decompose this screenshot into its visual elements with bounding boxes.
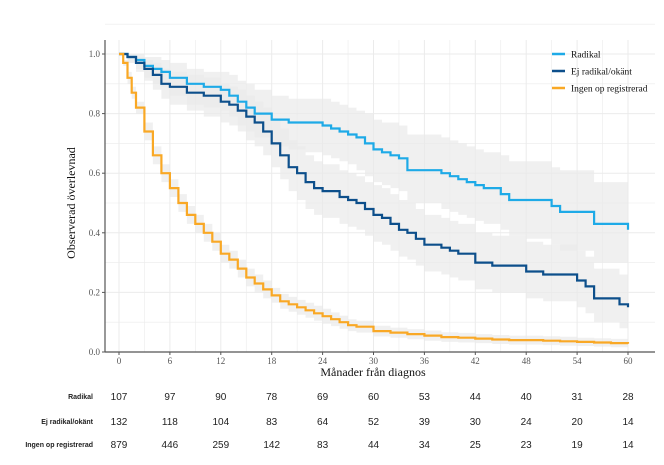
- survival-curves: [119, 52, 630, 345]
- legend-label-1: Ej radikal/okänt: [571, 68, 632, 78]
- risk-table-row-label: Radikal: [68, 394, 93, 401]
- ci-band-1: [119, 54, 628, 332]
- survival-line-0: [119, 52, 630, 230]
- risk-table-cell: 142: [263, 440, 280, 451]
- risk-table-cell: 69: [317, 392, 329, 403]
- risk-table-cell: 259: [212, 440, 229, 451]
- x-tick-label: 6: [168, 356, 173, 366]
- risk-table-cell: 20: [572, 417, 584, 428]
- y-tick-label: 0.4: [89, 228, 101, 238]
- legend-label-0: Radikal: [571, 51, 601, 61]
- risk-table: Radikal 107 97 90 78 69 60 53 44 40 31 28 Ej radikal…: [25, 392, 634, 451]
- risk-table-cell: 83: [266, 417, 278, 428]
- risk-table-cell: 78: [266, 392, 278, 403]
- x-tick-label: 0: [117, 356, 122, 366]
- risk-table-cell: 14: [622, 440, 634, 451]
- risk-table-cell: 118: [162, 417, 178, 428]
- risk-table-cell: 60: [368, 392, 380, 403]
- x-axis-ticks: 0 6 12 18 24 30 36 42 48 54 60: [117, 352, 633, 366]
- x-tick-label: 48: [522, 356, 532, 366]
- risk-table-cell: 19: [572, 440, 584, 451]
- risk-table-cell: 64: [317, 417, 329, 428]
- risk-table-cell: 25: [470, 440, 482, 451]
- risk-table-cell: 53: [419, 392, 431, 403]
- y-tick-label: 0.2: [89, 287, 100, 297]
- x-tick-label: 18: [267, 356, 277, 366]
- risk-table-cell: 40: [521, 392, 533, 403]
- risk-table-cell: 14: [622, 417, 634, 428]
- risk-table-cell: 132: [111, 417, 128, 428]
- legend: Radikal Ej radikal/okänt Ingen op registre…: [552, 51, 648, 95]
- risk-table-cell: 52: [368, 417, 380, 428]
- risk-table-cell: 24: [521, 417, 533, 428]
- risk-table-cell: 39: [419, 417, 431, 428]
- y-tick-label: 0.0: [89, 347, 101, 357]
- risk-table-cell: 90: [215, 392, 227, 403]
- y-axis-ticks: 0.0 0.2 0.4 0.6 0.8 1.0: [89, 49, 105, 357]
- risk-table-cell: 446: [162, 440, 179, 451]
- x-tick-label: 12: [216, 356, 225, 366]
- x-tick-label: 54: [573, 356, 583, 366]
- x-tick-label: 30: [369, 356, 379, 366]
- survival-line-2: [119, 52, 630, 345]
- y-tick-label: 1.0: [89, 49, 101, 59]
- x-axis-title: Månader från diagnos: [320, 365, 426, 379]
- y-tick-label: 0.6: [89, 168, 101, 178]
- risk-table-cell: 107: [111, 392, 128, 403]
- risk-table-cell: 44: [368, 440, 380, 451]
- x-tick-label: 42: [471, 356, 480, 366]
- risk-table-cell: 97: [164, 392, 176, 403]
- risk-table-cell: 44: [470, 392, 482, 403]
- x-tick-label: 60: [624, 356, 634, 366]
- risk-table-cell: 30: [470, 417, 482, 428]
- y-tick-label: 0.8: [89, 109, 101, 119]
- risk-table-row-label: Ingen op registrerad: [25, 442, 93, 449]
- risk-table-cell: 104: [212, 417, 229, 428]
- risk-table-row-label: Ej radikal/okänt: [41, 419, 93, 426]
- risk-table-cell: 23: [521, 440, 533, 451]
- survival-line-1: [119, 52, 630, 308]
- risk-table-cell: 31: [572, 392, 584, 403]
- y-axis-title: Observerad överlevnad: [64, 147, 78, 259]
- axes: [104, 40, 655, 353]
- x-tick-label: 36: [420, 356, 430, 366]
- risk-table-cell: 28: [622, 392, 634, 403]
- risk-table-cell: 879: [111, 440, 128, 451]
- legend-label-2: Ingen op registrerad: [571, 85, 648, 95]
- x-tick-label: 24: [318, 356, 328, 366]
- risk-table-cell: 83: [317, 440, 329, 451]
- risk-table-cell: 34: [419, 440, 431, 451]
